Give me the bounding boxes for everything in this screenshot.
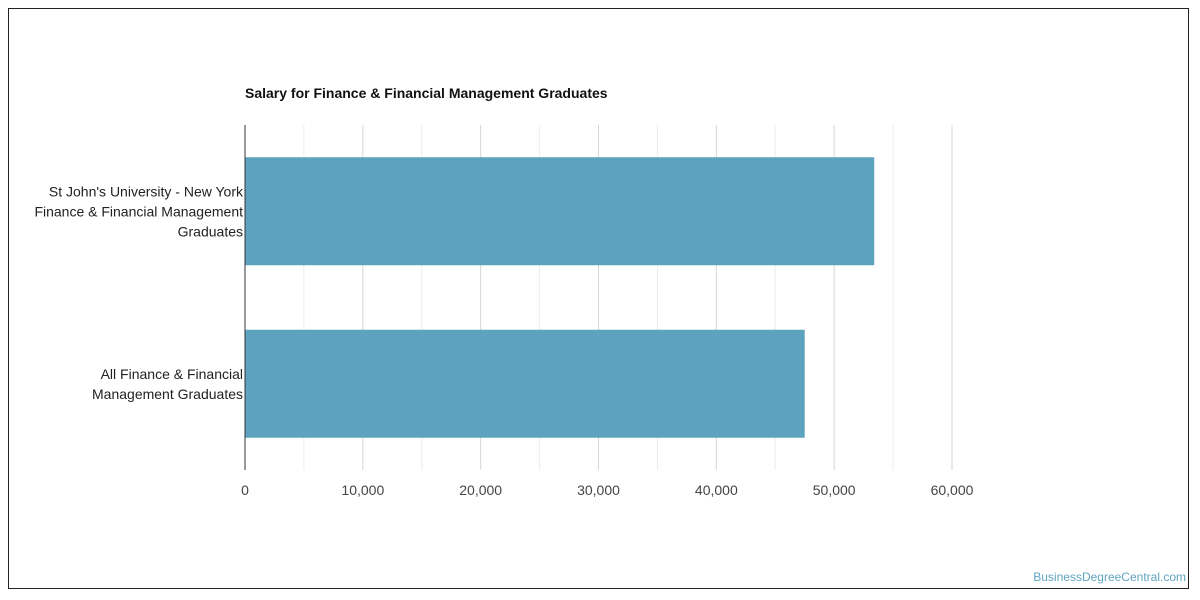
x-tick-label: 60,000 [931, 482, 974, 498]
bar[interactable] [245, 157, 875, 266]
x-tick-labels: 0 10,000 20,000 30,000 40,000 50,000 60,000 [241, 482, 974, 498]
x-tick-label: 0 [241, 482, 249, 498]
category-labels: St John's University - New York Finance &… [34, 183, 244, 402]
category-label: All Finance & Financial Management Gradua… [92, 366, 243, 402]
x-tick-label: 30,000 [577, 482, 620, 498]
category-label: St John's University - New York Finance &… [34, 183, 244, 239]
x-tick-label: 20,000 [459, 482, 502, 498]
chart-title: Salary for Finance & Financial Managemen… [245, 85, 608, 101]
x-tick-label: 50,000 [813, 482, 856, 498]
x-tick-label: 40,000 [695, 482, 738, 498]
x-tick-label: 10,000 [341, 482, 384, 498]
bars [245, 157, 875, 438]
bar[interactable] [245, 329, 805, 438]
source-credit[interactable]: BusinessDegreeCentral.com [1033, 570, 1186, 584]
